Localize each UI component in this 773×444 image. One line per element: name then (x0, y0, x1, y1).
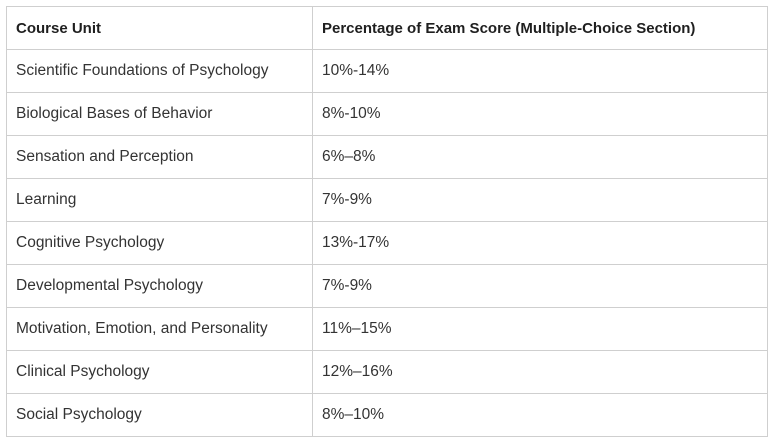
table-header: Course Unit Percentage of Exam Score (Mu… (6, 6, 768, 50)
table-row: Clinical Psychology 12%–16% (6, 350, 768, 394)
percentage-cell: 11%–15% (312, 307, 768, 351)
percentage-cell: 7%-9% (312, 178, 768, 222)
course-unit-cell: Sensation and Perception (6, 135, 313, 179)
course-unit-cell: Clinical Psychology (6, 350, 313, 394)
table-row: Social Psychology 8%–10% (6, 393, 768, 437)
percentage-cell: 7%-9% (312, 264, 768, 308)
percentage-cell: 8%-10% (312, 92, 768, 136)
percentage-cell: 10%-14% (312, 49, 768, 93)
course-unit-cell: Social Psychology (6, 393, 313, 437)
course-unit-cell: Learning (6, 178, 313, 222)
percentage-cell: 8%–10% (312, 393, 768, 437)
table-row: Scientific Foundations of Psychology 10%… (6, 49, 768, 93)
table-row: Sensation and Perception 6%–8% (6, 135, 768, 179)
table-row: Developmental Psychology 7%-9% (6, 264, 768, 308)
header-row: Course Unit Percentage of Exam Score (Mu… (6, 6, 768, 50)
table-row: Motivation, Emotion, and Personality 11%… (6, 307, 768, 351)
course-unit-cell: Developmental Psychology (6, 264, 313, 308)
course-unit-cell: Biological Bases of Behavior (6, 92, 313, 136)
header-course-unit: Course Unit (6, 6, 313, 50)
table-row: Learning 7%-9% (6, 178, 768, 222)
exam-weighting-table-container: Course Unit Percentage of Exam Score (Mu… (6, 6, 768, 437)
table-row: Biological Bases of Behavior 8%-10% (6, 92, 768, 136)
course-unit-cell: Motivation, Emotion, and Personality (6, 307, 313, 351)
exam-weighting-table: Course Unit Percentage of Exam Score (Mu… (6, 6, 768, 437)
percentage-cell: 12%–16% (312, 350, 768, 394)
course-unit-cell: Cognitive Psychology (6, 221, 313, 265)
table-row: Cognitive Psychology 13%-17% (6, 221, 768, 265)
table-body: Scientific Foundations of Psychology 10%… (6, 49, 768, 437)
header-exam-percentage: Percentage of Exam Score (Multiple-Choic… (312, 6, 768, 50)
percentage-cell: 6%–8% (312, 135, 768, 179)
course-unit-cell: Scientific Foundations of Psychology (6, 49, 313, 93)
percentage-cell: 13%-17% (312, 221, 768, 265)
